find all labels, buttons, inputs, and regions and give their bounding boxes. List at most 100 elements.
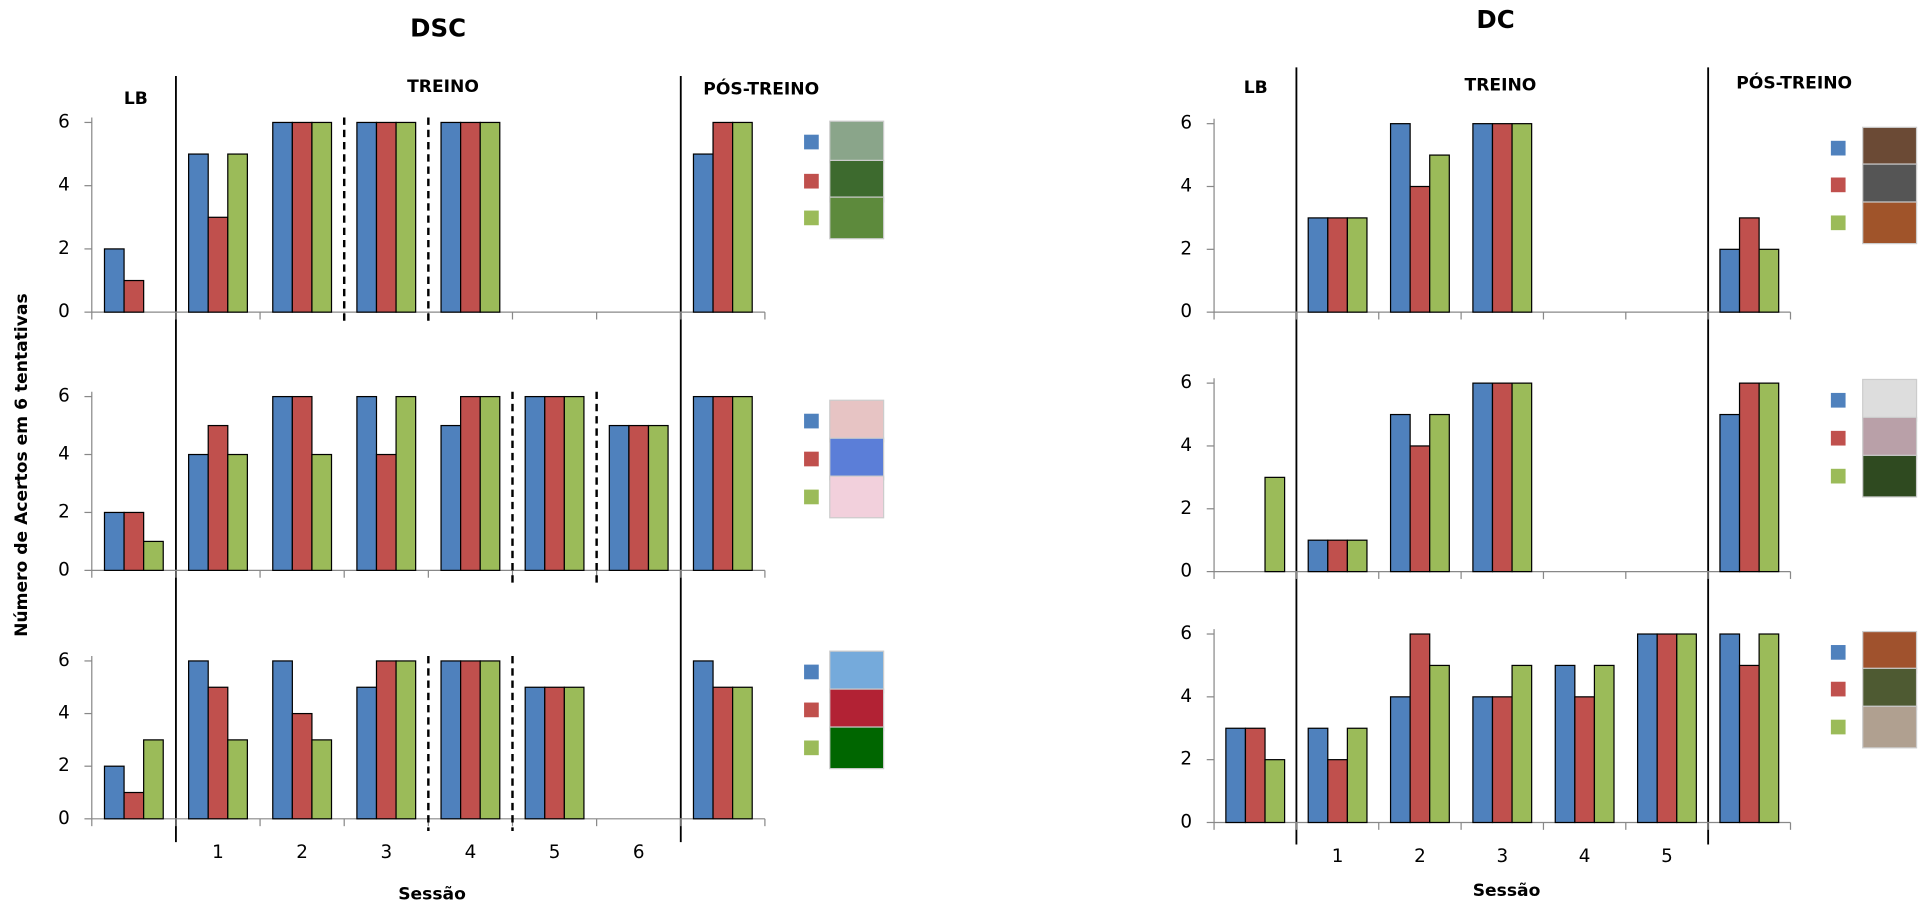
- x-axis-label: Sessão: [398, 885, 466, 905]
- bar: [648, 426, 668, 571]
- bar: [545, 397, 565, 571]
- bar: [1740, 218, 1760, 312]
- x-tick-label: 4: [465, 842, 477, 863]
- bar: [228, 740, 248, 819]
- bar: [1740, 665, 1760, 822]
- section-label: TREINO: [1465, 76, 1537, 96]
- x-tick-label: 4: [1579, 846, 1591, 867]
- legend-marker: [804, 665, 819, 680]
- bar: [124, 793, 144, 819]
- bar: [208, 217, 228, 312]
- legend-marker: [1831, 682, 1846, 697]
- bar: [396, 122, 416, 312]
- bar: [189, 661, 209, 819]
- bar: [208, 687, 228, 819]
- section-label: PÓS-TREINO: [1736, 71, 1852, 93]
- bar: [292, 122, 312, 312]
- bar: [312, 122, 332, 312]
- bar: [1226, 728, 1246, 822]
- y-tick-label: 2: [1180, 238, 1192, 259]
- y-tick-label: 6: [1180, 372, 1192, 393]
- x-tick-label: 5: [1661, 846, 1673, 867]
- bar: [1308, 728, 1328, 822]
- section-label: PÓS-TREINO: [703, 77, 819, 99]
- bar: [273, 661, 293, 819]
- legend-marker: [1831, 178, 1846, 193]
- figure: DSCLBTREINOPÓS-TREINOSessãoNúmero de Ace…: [0, 0, 1919, 907]
- bar: [1391, 415, 1411, 572]
- bar: [1265, 760, 1285, 823]
- bar: [1347, 728, 1367, 822]
- y-tick-label: 4: [58, 703, 70, 724]
- bar: [733, 687, 753, 819]
- bar: [1555, 665, 1575, 822]
- x-tick-label: 1: [1332, 846, 1344, 867]
- bar: [104, 512, 124, 570]
- bar: [1720, 634, 1740, 822]
- bar: [1473, 383, 1493, 571]
- bar: [1473, 124, 1493, 312]
- bar: [693, 154, 713, 312]
- x-tick-label: 2: [296, 842, 308, 863]
- bar: [104, 249, 124, 312]
- bar: [1328, 760, 1348, 823]
- bar: [1410, 446, 1430, 572]
- bar: [1410, 186, 1430, 312]
- bar: [273, 397, 293, 571]
- legend-marker: [804, 414, 819, 429]
- legend-marker: [1831, 141, 1846, 156]
- bar: [144, 740, 164, 819]
- legend-marker: [804, 490, 819, 505]
- bar: [733, 397, 753, 571]
- legend-marker: [804, 703, 819, 718]
- bar: [1677, 634, 1697, 822]
- y-tick-label: 6: [1180, 623, 1192, 644]
- y-tick-label: 4: [1180, 686, 1192, 707]
- bar: [1328, 218, 1348, 312]
- bar: [1759, 383, 1779, 571]
- chart-title: DC: [1476, 5, 1514, 34]
- bar: [396, 661, 416, 819]
- bar: [1638, 634, 1658, 822]
- bar: [1720, 415, 1740, 572]
- y-tick-label: 2: [58, 238, 70, 259]
- legend-image: [830, 160, 884, 202]
- y-tick-label: 6: [1180, 113, 1192, 134]
- x-tick-label: 6: [633, 842, 645, 863]
- bar: [629, 426, 649, 571]
- bar: [545, 687, 565, 819]
- bar: [1430, 415, 1450, 572]
- bar: [441, 426, 461, 571]
- legend-marker: [1831, 215, 1846, 230]
- bar: [357, 397, 377, 571]
- legend-image: [1863, 164, 1917, 206]
- chart-title: DSC: [410, 13, 466, 42]
- bar: [1492, 697, 1512, 823]
- bar: [1720, 249, 1740, 312]
- legend-image: [1863, 455, 1917, 497]
- bar: [357, 122, 377, 312]
- bar: [461, 397, 481, 571]
- x-tick-label: 3: [1496, 846, 1508, 867]
- y-tick-label: 4: [58, 444, 70, 465]
- y-tick-label: 0: [1180, 301, 1192, 322]
- section-label: TREINO: [407, 77, 479, 97]
- bar: [441, 122, 461, 312]
- bar: [1759, 249, 1779, 312]
- legend-marker: [804, 135, 819, 150]
- bar: [1575, 697, 1595, 823]
- bar: [124, 512, 144, 570]
- bar: [1308, 540, 1328, 571]
- bar: [1492, 383, 1512, 571]
- bar: [1347, 218, 1367, 312]
- legend-image: [830, 476, 884, 518]
- bar: [228, 455, 248, 571]
- y-tick-label: 0: [58, 808, 70, 829]
- x-tick-label: 1: [212, 842, 224, 863]
- legend-image: [830, 121, 884, 163]
- bar: [693, 397, 713, 571]
- bar: [1473, 697, 1493, 823]
- bar: [208, 426, 228, 571]
- bar: [124, 281, 144, 313]
- bar: [1391, 124, 1411, 312]
